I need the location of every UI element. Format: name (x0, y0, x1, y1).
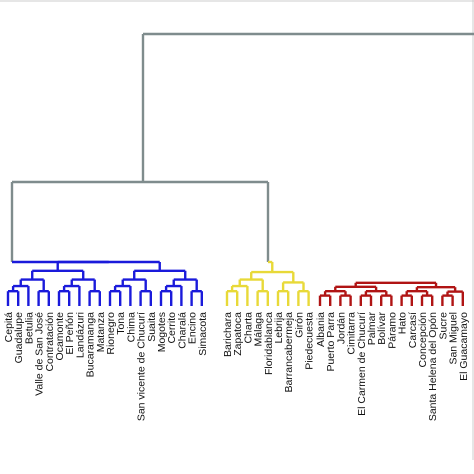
leaf-label: San Miguel (448, 312, 460, 365)
leaf-label: Málaga (253, 312, 265, 347)
leaf-label: Suaita (146, 312, 158, 342)
leaf-label: Puerto Parra (325, 312, 337, 372)
leaf-label: Contratación (44, 312, 56, 372)
leaf-label: Páramo (386, 312, 398, 349)
leaf-label: Lebrija (273, 312, 285, 344)
leaf-label: Hato (397, 312, 409, 334)
leaf-label: El Peñón (64, 312, 76, 355)
leaf-label: Mogotes (156, 312, 168, 352)
leaf-label: Cerrito (166, 312, 178, 344)
leaf-label: Betulia (23, 312, 35, 344)
leaf-label: Concepción (417, 312, 429, 368)
leaf-label: Floridablanca (263, 312, 275, 375)
leaf-label: El Carmen de Chucurí (356, 312, 368, 416)
leaf-label: San vicente de Chucurí (136, 312, 148, 421)
dendrogram-links (6, 32, 474, 306)
leaf-label: Tona (115, 312, 127, 335)
leaf-label: Cimitarra (346, 312, 358, 355)
leaf-label: Albania (315, 312, 327, 347)
leaf-label: Zapatoca (232, 312, 244, 356)
leaf-label: Sucre (437, 312, 449, 340)
leaf-label: Piedecuesta (304, 312, 316, 370)
leaf-label: Carcasí (407, 312, 419, 348)
leaf-label: Simacota (197, 312, 209, 356)
leaf-label: Santa Helena del Opón (427, 312, 439, 421)
leaf-label: Ocamonte (54, 312, 66, 361)
leaf-label: Guadalupe (13, 312, 25, 364)
leaf-label: Girón (293, 312, 305, 338)
leaf-label: Charta (242, 312, 254, 344)
leaf-label: Valle de San José (34, 312, 46, 396)
leaf-label: Encino (187, 312, 199, 344)
leaf-label: Landázuri (74, 312, 86, 358)
leaf-label: Rionegro (105, 312, 117, 355)
leaf-label: Jordán (335, 312, 347, 344)
leaf-label: Bucaramanga (85, 312, 97, 378)
leaf-label: Bolívar (376, 312, 388, 345)
leaf-label: Barrancabermeja (283, 312, 295, 393)
leaf-label: El Guacamayo (458, 312, 470, 381)
leaf-label: Cepitá (3, 312, 15, 343)
leaf-label: Chima (125, 312, 137, 343)
leaf-label: Charalá (176, 312, 188, 349)
leaf-label: Barichara (222, 312, 234, 357)
leaf-label: Matanza (95, 312, 107, 352)
leaf-label: Palmar (366, 312, 378, 346)
